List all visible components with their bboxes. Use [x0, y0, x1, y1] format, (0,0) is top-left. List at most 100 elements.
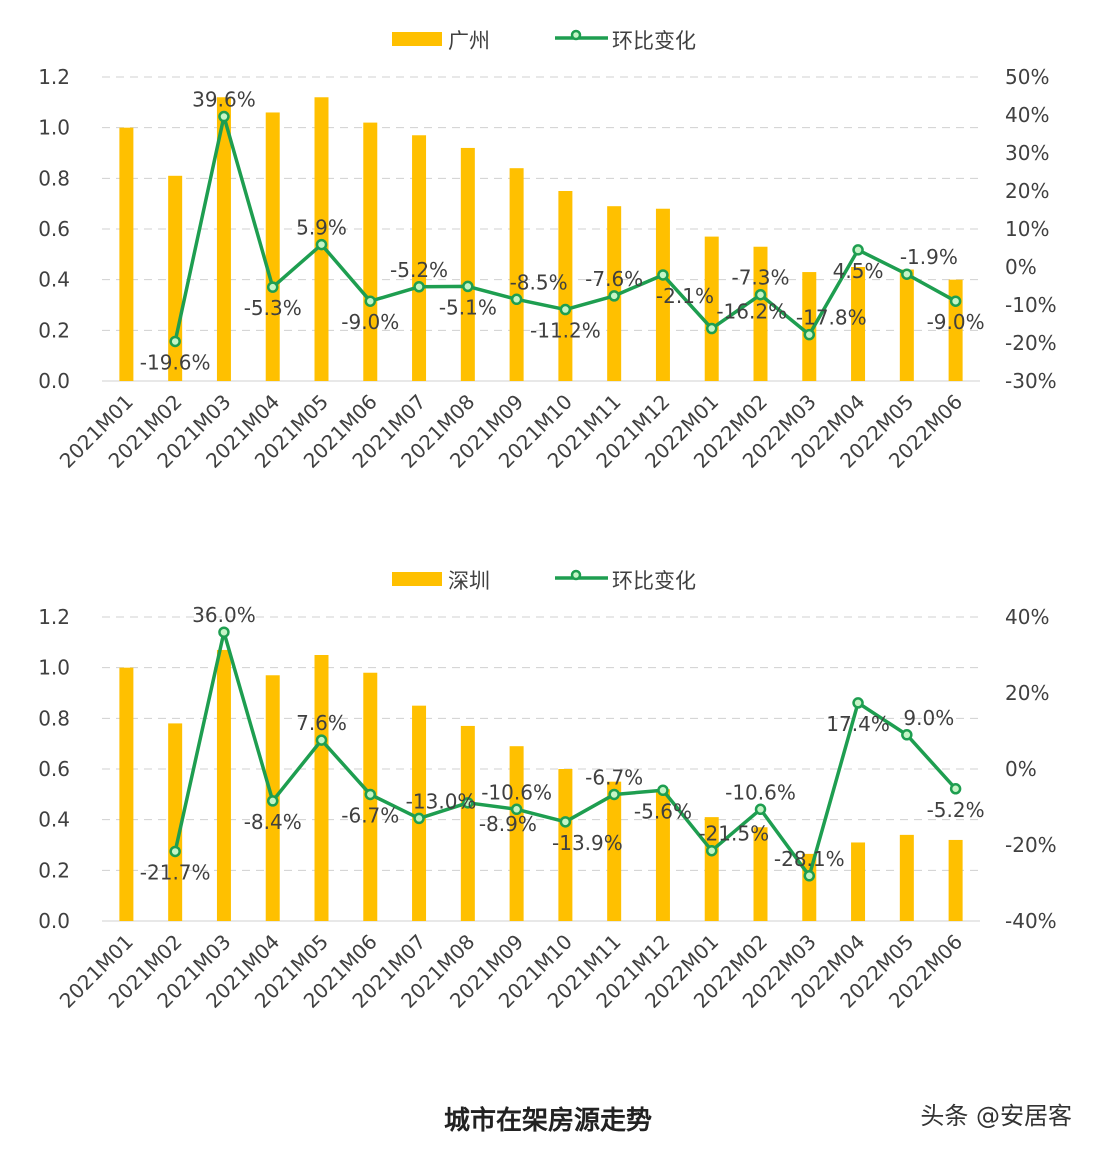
bar	[119, 667, 134, 921]
line-marker	[949, 783, 962, 795]
right-axis-tick: -10%	[1005, 293, 1057, 317]
line-marker	[315, 238, 328, 251]
line-marker	[218, 110, 230, 123]
line-marker	[949, 295, 962, 307]
line-marker	[705, 844, 718, 857]
legend-bar-swatch	[392, 572, 442, 586]
line-marker	[413, 812, 425, 825]
line-marker	[803, 870, 816, 882]
right-axis-tick: -20%	[1005, 833, 1057, 857]
right-axis-tick: -30%	[1005, 369, 1057, 393]
bar	[216, 649, 231, 921]
line-marker	[754, 288, 767, 301]
left-axis-tick: 1.2	[38, 65, 70, 89]
left-axis-tick: 0.2	[38, 318, 70, 342]
data-label: -8.4%	[244, 810, 302, 834]
data-label: -21.5%	[698, 822, 769, 846]
left-axis-tick: 1.0	[38, 656, 70, 680]
data-label: 17.4%	[826, 712, 890, 736]
line-marker	[218, 626, 230, 638]
bar	[753, 827, 768, 921]
data-label: -5.1%	[439, 295, 497, 319]
data-label: -5.6%	[634, 799, 692, 823]
line-marker	[364, 788, 377, 801]
data-label: -6.7%	[341, 803, 399, 827]
line-marker	[754, 803, 767, 816]
line-marker	[169, 845, 181, 858]
left-axis-tick: 0.4	[38, 268, 70, 292]
data-label: 36.0%	[192, 603, 256, 627]
left-axis-tick: 0.4	[38, 808, 70, 832]
left-axis-tick: 1.2	[38, 605, 70, 629]
line-marker	[266, 795, 279, 807]
right-axis-tick: 40%	[1005, 103, 1049, 127]
data-label: -28.1%	[774, 847, 845, 871]
left-axis-tick: 0.2	[38, 858, 70, 882]
data-label: -8.5%	[510, 270, 568, 294]
guangzhou-chart: 0.0 0.2 0.4 0.6 0.8 1.0 1.2 -30% -20% -10% 0% 10% 20…	[38, 29, 1057, 473]
right-axis-tick: 40%	[1005, 605, 1049, 629]
line-marker	[705, 322, 718, 335]
right-axis-tick: 10%	[1005, 217, 1049, 241]
data-label: 9.0%	[903, 706, 954, 730]
data-label: -16.2%	[716, 300, 787, 324]
right-axis-tick: 0%	[1005, 255, 1037, 279]
watermark: 头条 @安居客	[920, 1102, 1072, 1130]
line-marker	[315, 734, 328, 746]
bar	[314, 655, 329, 921]
data-label: -9.0%	[927, 310, 985, 334]
line-marker	[169, 335, 181, 348]
data-label: -5.3%	[244, 296, 302, 320]
legend-bar-label: 深圳	[448, 569, 490, 593]
bar	[704, 817, 719, 921]
line-marker	[266, 281, 279, 293]
bar	[509, 746, 524, 921]
right-axis-tick: 30%	[1005, 141, 1049, 165]
line-marker	[559, 816, 572, 828]
data-label: -5.2%	[390, 258, 448, 282]
line-marker	[559, 303, 572, 316]
data-label: -10.6%	[481, 780, 552, 804]
left-axis-tick: 0.0	[38, 369, 70, 393]
data-label: 4.5%	[833, 259, 884, 283]
legend-bar-label: 广州	[448, 29, 490, 53]
right-axis-tick: -20%	[1005, 331, 1057, 355]
legend-bar-swatch	[392, 32, 442, 46]
legend-line-label: 环比变化	[612, 29, 696, 53]
left-axis-tick: 0.8	[38, 706, 70, 730]
line-marker	[901, 268, 913, 280]
bar	[460, 147, 475, 381]
data-label: -19.6%	[140, 350, 211, 374]
bar	[509, 168, 524, 381]
data-label: -17.8%	[796, 306, 867, 330]
left-axis-tick: 1.0	[38, 116, 70, 140]
left-axis-tick: 0.6	[38, 217, 70, 241]
line-marker	[803, 328, 816, 341]
line-marker	[364, 295, 377, 307]
data-label: -1.9%	[900, 245, 958, 269]
bar	[607, 781, 622, 921]
bar	[753, 246, 768, 381]
left-axis-tick: 0.6	[38, 757, 70, 781]
data-label: -2.1%	[656, 284, 714, 308]
line-marker	[852, 244, 864, 256]
left-axis-tick: 0.0	[38, 909, 70, 933]
bar	[899, 269, 914, 381]
legend-line-marker	[570, 29, 582, 41]
data-label: 7.6%	[296, 711, 347, 735]
bar	[460, 725, 475, 921]
bar	[363, 122, 378, 381]
bar	[119, 127, 134, 382]
left-axis-tick: 0.8	[38, 166, 70, 190]
right-axis-tick: -40%	[1005, 909, 1057, 933]
bar	[655, 208, 670, 381]
data-label: -7.3%	[731, 266, 789, 290]
legend-line-marker	[570, 569, 582, 581]
bar	[655, 789, 670, 921]
data-label: -6.7%	[585, 765, 643, 789]
line-marker	[413, 281, 425, 293]
bar	[558, 191, 573, 381]
right-axis-tick: 20%	[1005, 681, 1049, 705]
line-marker	[462, 280, 474, 293]
